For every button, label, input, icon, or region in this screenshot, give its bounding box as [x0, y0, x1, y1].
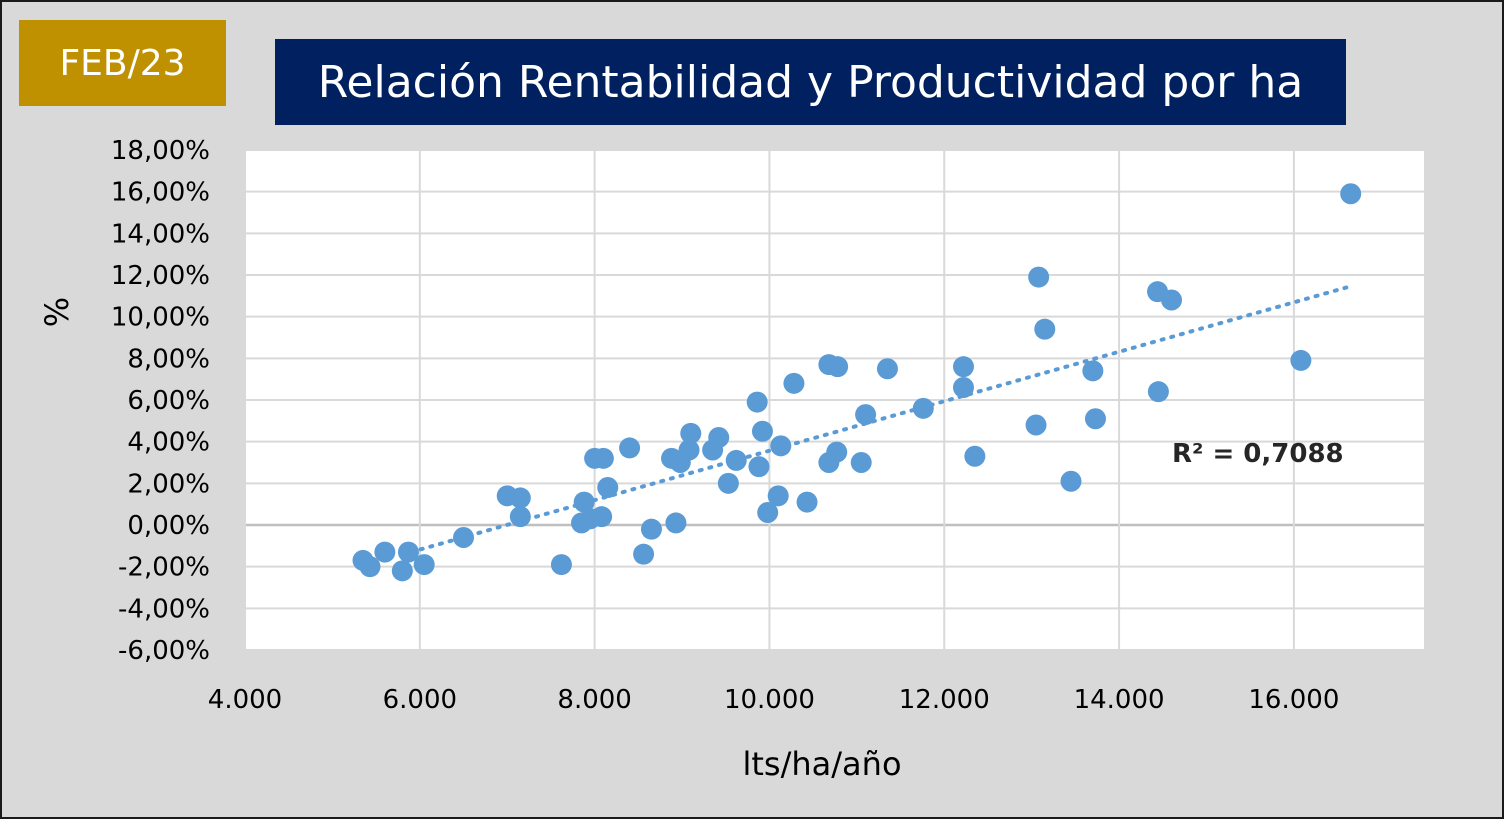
data-point: [1060, 470, 1082, 492]
x-tick-label: 16.000: [1248, 685, 1339, 715]
data-point: [746, 391, 768, 413]
data-point: [964, 445, 986, 467]
y-tick-label: 2,00%: [127, 469, 210, 499]
y-tick-label: -6,00%: [118, 636, 210, 666]
data-point: [952, 356, 974, 378]
data-point: [725, 449, 747, 471]
data-point: [1084, 408, 1106, 430]
x-tick-label: 14.000: [1074, 685, 1165, 715]
data-point: [826, 441, 848, 463]
data-point: [757, 502, 779, 523]
data-point: [912, 397, 934, 419]
data-point: [767, 485, 789, 507]
data-point: [770, 435, 792, 457]
data-point: [678, 439, 700, 461]
data-point: [855, 404, 877, 426]
data-point: [665, 512, 687, 534]
r-squared-label: R² = 0,7088: [1172, 439, 1344, 469]
data-point: [1290, 349, 1312, 371]
data-point: [509, 506, 531, 528]
x-tick-label: 10.000: [724, 685, 815, 715]
data-point: [1025, 414, 1047, 436]
x-tick-label: 6.000: [383, 685, 457, 715]
data-point: [1034, 318, 1056, 340]
y-tick-label: -4,00%: [118, 594, 210, 624]
y-tick-label: 12,00%: [111, 261, 210, 291]
y-axis-ticks: -6,00% -4,00% -2,00% 0,00% 2,00% 4,00% 6,00% 8,…: [111, 136, 210, 666]
data-point: [708, 427, 730, 448]
chart-title: Relación Rentabilidad y Productividad po…: [275, 39, 1346, 125]
data-point: [397, 541, 419, 563]
x-tick-label: 4.000: [208, 685, 282, 715]
data-point: [680, 422, 702, 444]
grid-lines: [244, 149, 1426, 651]
trendline: [409, 285, 1349, 555]
data-point: [509, 487, 531, 509]
date-badge: FEB/23: [19, 20, 226, 106]
data-point: [850, 452, 872, 473]
y-tick-label: 6,00%: [127, 386, 210, 416]
y-tick-label: 0,00%: [127, 511, 210, 541]
x-tick-label: 12.000: [899, 685, 990, 715]
data-point: [827, 356, 849, 378]
data-point: [573, 491, 595, 513]
data-point: [876, 358, 898, 380]
data-point: [453, 527, 475, 548]
data-point: [1340, 183, 1362, 205]
data-point: [1028, 266, 1050, 288]
data-point: [391, 560, 413, 582]
x-tick-label: 8.000: [557, 685, 631, 715]
data-point: [1082, 360, 1104, 382]
y-tick-label: 8,00%: [127, 344, 210, 374]
x-axis-title: lts/ha/año: [742, 745, 901, 783]
data-point: [952, 377, 974, 398]
data-point: [550, 554, 572, 576]
data-point: [783, 372, 805, 394]
data-point: [597, 477, 619, 498]
data-point: [640, 518, 662, 540]
y-tick-label: 10,00%: [111, 303, 210, 333]
data-point: [1161, 289, 1183, 311]
data-point: [751, 420, 773, 442]
y-axis-title: %: [38, 297, 76, 327]
data-point: [1147, 381, 1169, 403]
data-point: [591, 506, 613, 528]
data-points: [352, 183, 1362, 582]
data-point: [633, 543, 655, 565]
trendline-group: [409, 285, 1349, 555]
x-axis-ticks: 4.000 6.000 8.000 10.000 12.000 14.000 16.000: [208, 685, 1340, 715]
data-point: [359, 556, 381, 578]
y-tick-label: 18,00%: [111, 136, 210, 166]
y-tick-label: 4,00%: [127, 428, 210, 458]
y-tick-label: -2,00%: [118, 553, 210, 583]
data-point: [748, 456, 770, 478]
y-tick-label: 14,00%: [111, 219, 210, 249]
data-point: [413, 554, 435, 576]
y-tick-label: 16,00%: [111, 178, 210, 208]
data-point: [717, 472, 739, 494]
data-point: [619, 437, 641, 459]
data-point: [374, 541, 396, 563]
data-point: [592, 447, 614, 469]
data-point: [796, 491, 818, 513]
